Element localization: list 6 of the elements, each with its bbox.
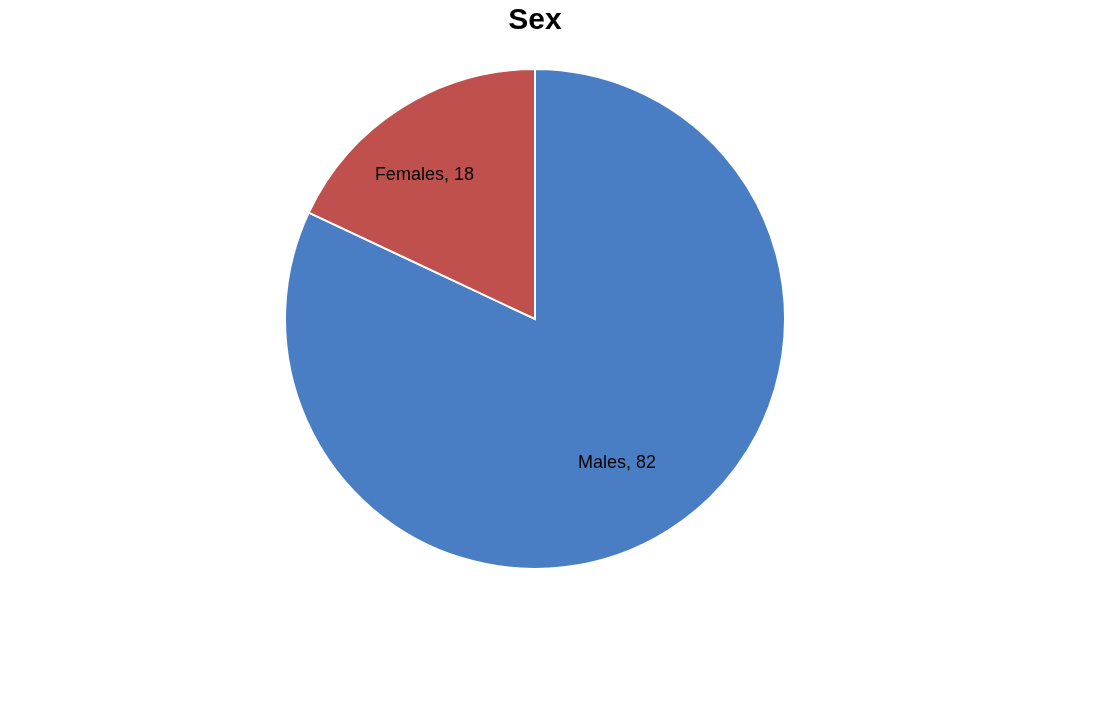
pie-slice [284, 68, 786, 570]
slice-label: Males [578, 451, 627, 472]
data-label: , 82 [626, 451, 657, 472]
data-label: , 18 [443, 164, 474, 185]
chart-title: Sex [508, 2, 562, 35]
slice-label: Females [374, 164, 444, 185]
